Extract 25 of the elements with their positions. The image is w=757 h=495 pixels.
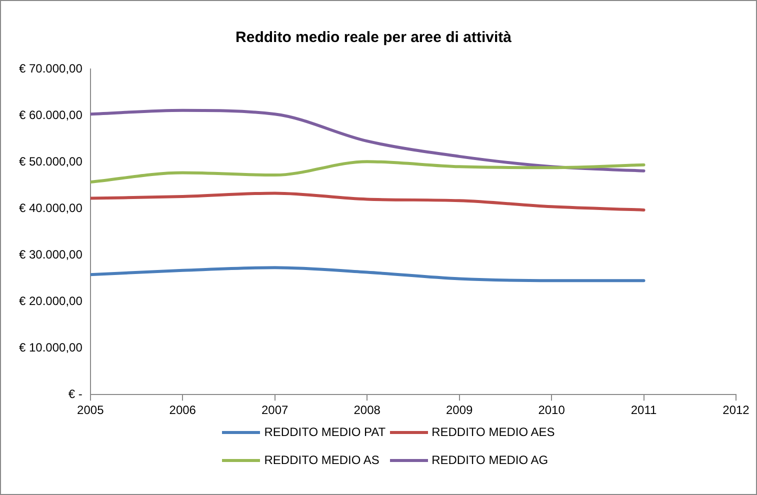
y-tick-label: € 70.000,00 bbox=[18, 61, 83, 76]
x-tick-label: 2012 bbox=[722, 403, 750, 418]
line-series bbox=[90, 108, 646, 172]
y-tick-label: € - bbox=[68, 386, 82, 401]
line-series bbox=[90, 192, 646, 212]
y-tick-label: € 30.000,00 bbox=[18, 247, 83, 262]
x-tick-label: 2007 bbox=[262, 403, 289, 418]
legend-label: REDDITO MEDIO AG bbox=[432, 453, 548, 467]
y-tick-label: € 20.000,00 bbox=[18, 294, 83, 308]
x-tick-label: 2008 bbox=[354, 403, 381, 418]
x-tick-label: 2011 bbox=[630, 403, 657, 418]
y-tick-label: € 60.000,00 bbox=[18, 108, 83, 122]
y-tick-label: € 50.000,00 bbox=[18, 154, 83, 168]
legend-label: REDDITO MEDIO AES bbox=[432, 425, 555, 439]
y-tick-label: € 10.000,00 bbox=[18, 340, 83, 354]
x-tick-label: 2006 bbox=[169, 403, 196, 418]
line-series bbox=[90, 160, 646, 184]
x-tick-label: 2009 bbox=[446, 403, 473, 418]
legend-label: REDDITO MEDIO AS bbox=[264, 453, 380, 467]
line-series bbox=[90, 266, 646, 282]
legend-label: REDDITO MEDIO PAT bbox=[264, 425, 386, 439]
x-tick-label: 2010 bbox=[538, 403, 566, 418]
y-tick-label: € 40.000,00 bbox=[18, 200, 83, 215]
x-tick-label: 2005 bbox=[77, 403, 104, 418]
chart-title: Reddito medio reale per aree di attività bbox=[236, 29, 512, 46]
